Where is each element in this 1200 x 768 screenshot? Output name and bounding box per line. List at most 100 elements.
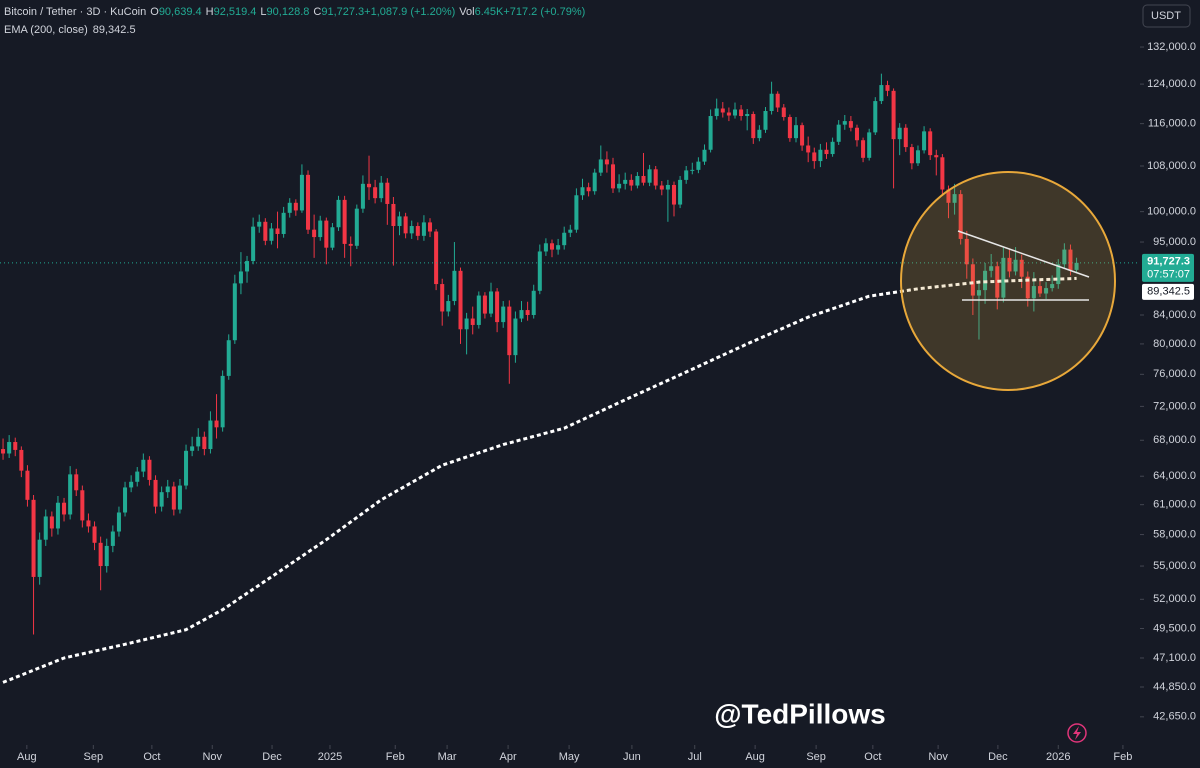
x-tick-label: Sep bbox=[806, 751, 826, 763]
candle-body bbox=[421, 222, 426, 236]
currency[interactable]: USDT bbox=[1151, 10, 1181, 22]
candle-body bbox=[690, 169, 695, 171]
candle-body bbox=[171, 486, 176, 510]
overlay: 132,000.0 124,000.0 116,000.0 108,000.0 100,… bbox=[17, 41, 1196, 763]
candle-body bbox=[147, 459, 152, 480]
x-tick-label: Dec bbox=[262, 751, 282, 763]
candle-body bbox=[781, 107, 786, 118]
candle-body bbox=[202, 436, 207, 450]
candle-body bbox=[1013, 259, 1018, 272]
candle-body bbox=[659, 185, 664, 190]
x-tick-label: Feb bbox=[1113, 751, 1132, 763]
candle-body bbox=[409, 226, 414, 234]
candle-body bbox=[1025, 276, 1030, 299]
candle-body bbox=[861, 140, 866, 158]
candle-body bbox=[31, 499, 36, 577]
candle-body bbox=[586, 187, 591, 192]
candle-body bbox=[495, 291, 500, 323]
candle-body bbox=[568, 229, 573, 233]
candle-body bbox=[129, 481, 134, 488]
candle-body bbox=[1031, 286, 1036, 299]
header-c: 91,727.3 bbox=[321, 6, 364, 18]
candle-body bbox=[318, 220, 323, 238]
candle-body bbox=[184, 450, 189, 486]
candle-body bbox=[1007, 257, 1012, 272]
candle-body bbox=[745, 114, 750, 117]
candle-body bbox=[98, 542, 103, 567]
candle-body bbox=[635, 175, 640, 186]
candle-body bbox=[775, 93, 780, 108]
header-o: 90,639.4 bbox=[159, 6, 202, 18]
candle-body bbox=[367, 183, 372, 188]
y-tick-label: 64,000.0 bbox=[1153, 470, 1196, 482]
candle-body bbox=[1050, 284, 1055, 289]
x-tick-label: Oct bbox=[864, 751, 881, 763]
candle-body bbox=[80, 490, 85, 521]
candle-body bbox=[403, 216, 408, 234]
candle-body bbox=[299, 174, 304, 211]
currency-button[interactable] bbox=[1142, 4, 1191, 28]
candle-body bbox=[891, 90, 896, 140]
candle-body bbox=[190, 446, 195, 451]
candle-body bbox=[952, 194, 957, 203]
candle-body bbox=[946, 189, 951, 203]
candle-body bbox=[55, 502, 60, 529]
y-tick-label: 61,000.0 bbox=[1153, 499, 1196, 511]
header-c-key: C bbox=[313, 6, 321, 18]
candle-body bbox=[812, 152, 817, 162]
candle-body bbox=[739, 109, 744, 117]
candle-body bbox=[842, 121, 847, 125]
y-tick-label: 84,000.0 bbox=[1153, 309, 1196, 321]
candle-body bbox=[385, 182, 390, 204]
candle-body bbox=[324, 220, 329, 248]
candle-body bbox=[934, 155, 939, 158]
alert-icon[interactable] bbox=[1067, 723, 1087, 743]
candle-body bbox=[696, 161, 701, 170]
candle-body bbox=[275, 228, 280, 234]
candle-body bbox=[726, 112, 731, 116]
y-tick-label: 108,000.0 bbox=[1147, 160, 1196, 172]
candle-body bbox=[1068, 249, 1073, 271]
ema-line bbox=[2, 276, 1077, 684]
candle-body bbox=[287, 202, 292, 213]
candle-body bbox=[37, 539, 42, 577]
candle-body bbox=[592, 172, 597, 192]
x-tick-label: Apr bbox=[500, 751, 517, 763]
candle-body bbox=[507, 306, 512, 356]
ema-price-label: 89,342.5 bbox=[1147, 286, 1190, 298]
candle-body bbox=[714, 108, 719, 117]
candle-body bbox=[1062, 249, 1067, 265]
candle-body bbox=[647, 169, 652, 183]
x-tick-label: 2026 bbox=[1046, 751, 1070, 763]
candle-body bbox=[373, 187, 378, 199]
candle-body bbox=[415, 226, 420, 236]
candle-body bbox=[196, 436, 201, 447]
x-tick-label: Nov bbox=[928, 751, 948, 763]
candle-body bbox=[62, 502, 67, 515]
candle-body bbox=[208, 420, 213, 450]
candle-body bbox=[562, 232, 567, 246]
candle-body bbox=[464, 318, 469, 330]
y-tick-label: 42,650.0 bbox=[1153, 711, 1196, 723]
candle-body bbox=[989, 266, 994, 271]
candle-body bbox=[964, 238, 969, 265]
watermark: @TedPillows bbox=[714, 698, 885, 729]
x-tick-label: 2025 bbox=[318, 751, 342, 763]
candle-body bbox=[1019, 259, 1024, 277]
candle-body bbox=[757, 129, 762, 139]
candle-body bbox=[312, 229, 317, 238]
candle-body bbox=[617, 183, 622, 189]
candle-body bbox=[354, 208, 359, 246]
y-tick-label: 58,000.0 bbox=[1153, 528, 1196, 540]
ema-value: 89,342.5 bbox=[93, 24, 136, 36]
header-l: 90,128.8 bbox=[267, 6, 310, 18]
candle-body bbox=[476, 295, 481, 325]
candle-body bbox=[1074, 262, 1079, 270]
candle-body bbox=[153, 479, 158, 507]
candle-body bbox=[720, 108, 725, 113]
candle-body bbox=[1037, 286, 1042, 294]
candle-body bbox=[245, 261, 250, 272]
header-change: +1,087.9 (+1.20%) bbox=[364, 6, 455, 18]
header-l-key: L bbox=[260, 6, 266, 18]
